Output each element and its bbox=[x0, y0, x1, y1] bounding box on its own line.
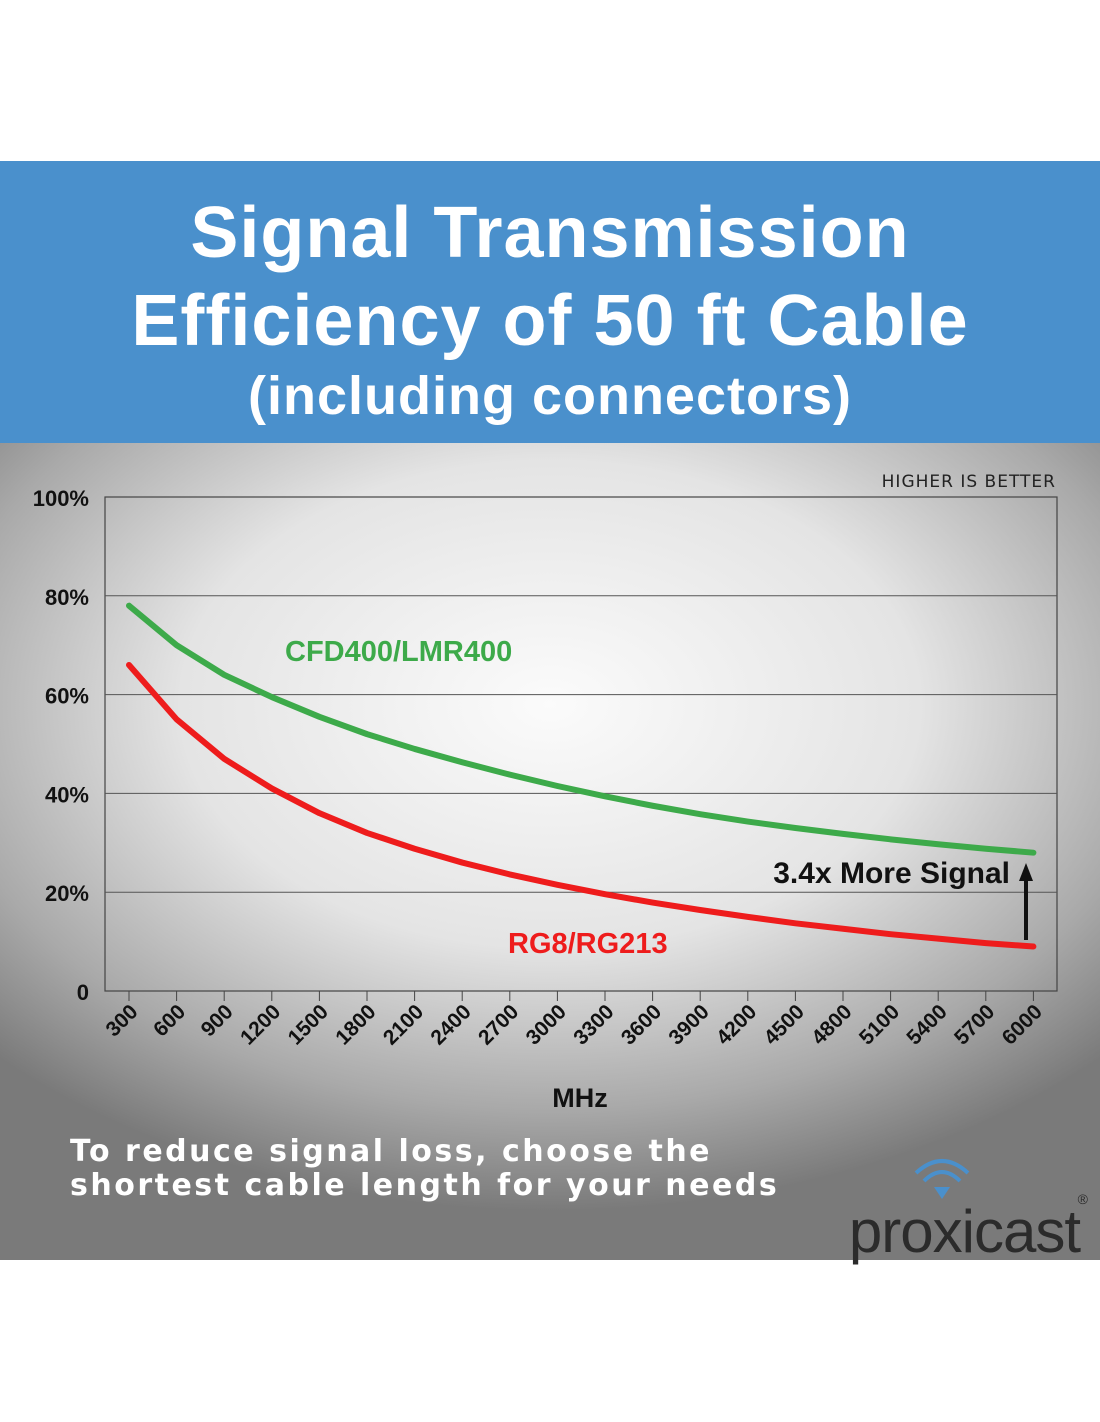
logo-registered-mark: ® bbox=[1077, 1191, 1088, 1207]
data-point bbox=[414, 848, 416, 850]
data-point bbox=[318, 716, 320, 718]
x-tick-label: 4200 bbox=[712, 1000, 761, 1049]
data-point bbox=[747, 821, 749, 823]
x-tick-label: 5100 bbox=[855, 1000, 904, 1049]
data-point bbox=[890, 933, 892, 935]
x-tick-label: 3600 bbox=[617, 1000, 666, 1049]
data-point bbox=[699, 813, 701, 815]
title-line-3: (including connectors) bbox=[247, 366, 852, 426]
x-tick-label: 3000 bbox=[522, 1000, 571, 1049]
y-tick-label: 60% bbox=[45, 684, 89, 709]
y-tick-label: 20% bbox=[45, 881, 89, 906]
data-point bbox=[794, 827, 796, 829]
x-tick-label: 300 bbox=[101, 1000, 142, 1041]
proxicast-logo: proxicast ® bbox=[828, 1153, 1088, 1265]
data-point bbox=[652, 902, 654, 904]
x-tick-label: 5700 bbox=[950, 1000, 999, 1049]
x-tick-label: 6000 bbox=[998, 1000, 1047, 1049]
data-point bbox=[509, 873, 511, 875]
data-point bbox=[509, 774, 511, 776]
data-point bbox=[176, 718, 178, 720]
footer-note-line-2: shortest cable length for your needs bbox=[70, 1168, 780, 1203]
data-point bbox=[794, 922, 796, 924]
x-tick-label: 2100 bbox=[379, 1000, 428, 1049]
efficiency-chart: 0 20% 40% 60% 80% 100% 300 600 90012001500180021… bbox=[33, 472, 1058, 1113]
logo-wordmark: proxicast bbox=[848, 1198, 1081, 1265]
data-point bbox=[842, 928, 844, 930]
data-point bbox=[842, 833, 844, 835]
title-line-2: Efficiency of 50 ft Cable bbox=[131, 281, 969, 361]
title-line-1: Signal Transmission bbox=[190, 193, 910, 273]
data-point bbox=[985, 942, 987, 944]
data-point bbox=[985, 848, 987, 850]
wifi-signal-icon bbox=[914, 1159, 970, 1199]
x-tick-label: 1200 bbox=[236, 1000, 285, 1049]
annotation-more-signal: 3.4x More Signal bbox=[773, 857, 1010, 890]
x-tick-label: 1500 bbox=[284, 1000, 333, 1049]
x-tick-label: 1800 bbox=[331, 1000, 380, 1049]
data-point bbox=[604, 795, 606, 797]
annotation-arrow-head bbox=[1019, 863, 1033, 881]
x-tick-label: 3300 bbox=[569, 1000, 618, 1049]
data-point bbox=[890, 838, 892, 840]
data-point bbox=[556, 785, 558, 787]
data-point bbox=[128, 605, 130, 607]
data-point bbox=[937, 938, 939, 940]
data-point bbox=[461, 862, 463, 864]
x-tick-label: 5400 bbox=[902, 1000, 951, 1049]
data-point bbox=[176, 644, 178, 646]
footer-note-line-1: To reduce signal loss, choose the bbox=[70, 1134, 713, 1169]
footer-note: To reduce signal loss, choose the shorte… bbox=[70, 1135, 790, 1203]
x-tick-label: 900 bbox=[197, 1000, 238, 1041]
data-point bbox=[366, 733, 368, 735]
series-label-rg8-rg213: RG8/RG213 bbox=[508, 928, 668, 960]
y-tick-label: 40% bbox=[45, 782, 89, 807]
x-axis-label: MHz bbox=[552, 1083, 608, 1113]
data-point bbox=[604, 893, 606, 895]
x-tick-label: 3900 bbox=[664, 1000, 713, 1049]
data-point bbox=[223, 674, 225, 676]
data-point bbox=[1032, 946, 1034, 948]
data-point bbox=[366, 832, 368, 834]
y-tick-label: 100% bbox=[33, 486, 89, 511]
data-point bbox=[461, 761, 463, 763]
data-point bbox=[699, 909, 701, 911]
series-line-rg8-rg213 bbox=[126, 661, 1037, 950]
data-point bbox=[556, 884, 558, 886]
data-point bbox=[937, 843, 939, 845]
x-tick-label: 4500 bbox=[760, 1000, 809, 1049]
data-point bbox=[271, 696, 273, 698]
y-tick-label: 80% bbox=[45, 585, 89, 610]
data-point bbox=[271, 787, 273, 789]
plot-frame bbox=[104, 496, 1058, 992]
data-point bbox=[747, 916, 749, 918]
x-tick-label: 2400 bbox=[426, 1000, 475, 1049]
data-point bbox=[128, 664, 130, 666]
chart-panel: 0 20% 40% 60% 80% 100% 300 600 900 1200 1500 1800 21… bbox=[0, 443, 1100, 1265]
data-point bbox=[1032, 852, 1034, 854]
data-point bbox=[223, 758, 225, 760]
x-tick-label: 600 bbox=[149, 1000, 190, 1041]
data-point bbox=[414, 748, 416, 750]
chart-subtitle: HIGHER IS BETTER bbox=[882, 472, 1056, 492]
title-banner: Signal Transmission Efficiency of 50 ft … bbox=[0, 161, 1100, 443]
series-label-cfd400-lmr400: CFD400/LMR400 bbox=[285, 636, 512, 668]
y-tick-label: 0 bbox=[77, 980, 89, 1005]
data-point bbox=[652, 805, 654, 807]
series-line-cfd400-lmr400 bbox=[126, 602, 1037, 856]
x-tick-label: 4800 bbox=[807, 1000, 856, 1049]
x-tick-label: 2700 bbox=[474, 1000, 523, 1049]
data-point bbox=[318, 812, 320, 814]
